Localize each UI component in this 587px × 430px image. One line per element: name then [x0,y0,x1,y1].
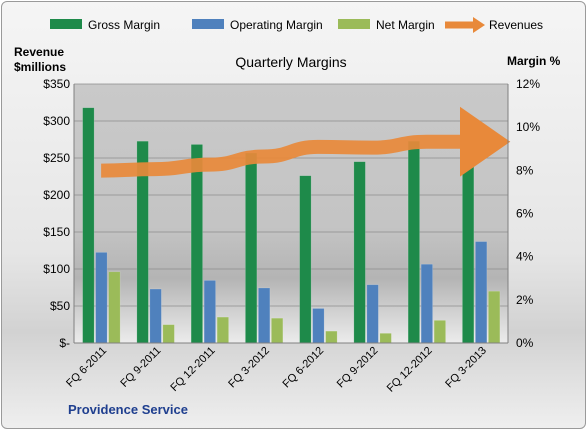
legend-label: Net Margin [376,18,435,32]
bar-net-margin [271,317,284,344]
bar-operating-margin [149,288,162,344]
bar-operating-margin [258,287,271,344]
bar-operating-margin [475,241,488,344]
right-tick-label: 2% [516,293,534,307]
bar-gross-margin [245,152,258,344]
left-tick-label: $150 [43,225,70,239]
bar-net-margin [108,271,121,344]
bar-operating-margin [366,284,379,344]
chart-title: Quarterly Margins [235,54,346,70]
bar-gross-margin [462,118,475,344]
legend-swatch-gross-margin [50,19,82,29]
left-tick-label: $100 [43,262,70,276]
right-tick-label: 0% [516,336,534,350]
legend-swatch-net-margin [338,19,370,29]
bar-gross-margin [353,161,366,344]
revenue-line [101,106,511,178]
x-axis-label: Providence Service [68,402,188,417]
x-tick-label: FQ 6-2012 [281,345,327,391]
right-tick-label: 12% [516,77,540,91]
bar-operating-margin [420,263,433,344]
x-tick-label: FQ 12-2011 [168,345,217,394]
bar-net-margin [488,290,501,344]
right-tick-label: 10% [516,120,540,134]
left-tick-label: $200 [43,188,70,202]
x-tick-label: FQ 3-2013 [443,345,489,391]
right-tick-label: 8% [516,163,534,177]
legend-label: Gross Margin [88,18,160,32]
left-axis-label: Revenue $millions [14,45,66,74]
legend-label: Operating Margin [230,18,323,32]
legend-arrow-head [473,17,485,33]
left-tick-label: $50 [50,299,70,313]
x-tick-label: FQ 9-2011 [118,345,163,390]
right-tick-label: 4% [516,250,534,264]
bar-net-margin [379,332,392,344]
bar-operating-margin [312,308,325,344]
x-tick-label: FQ 3-2012 [226,345,272,391]
bar-gross-margin [190,144,203,344]
bar-net-margin [433,320,446,344]
left-tick-label: $250 [43,151,70,165]
bar-gross-margin [407,140,420,344]
bar-operating-margin [95,252,108,344]
x-tick-label: FQ 6-2011 [64,345,109,390]
right-tick-label: 6% [516,207,534,221]
left-axis-label-line: Revenue [14,45,64,59]
legend-swatch-operating-margin [192,19,224,29]
x-tick-label: FQ 9-2012 [335,345,381,391]
bar-gross-margin [299,175,312,344]
legend-label: Revenues [489,18,543,32]
bar-gross-margin [82,107,95,344]
left-tick-label: $- [59,336,70,350]
left-tick-label: $350 [43,77,70,91]
bar-net-margin [162,324,175,344]
x-tick-label: FQ 12-2012 [385,345,435,395]
left-tick-label: $300 [43,114,70,128]
bar-operating-margin [203,280,216,344]
bar-net-margin [325,330,338,344]
bar-net-margin [216,316,229,344]
right-axis-label: Margin % [507,54,561,68]
left-axis-label-line: $millions [14,60,66,74]
